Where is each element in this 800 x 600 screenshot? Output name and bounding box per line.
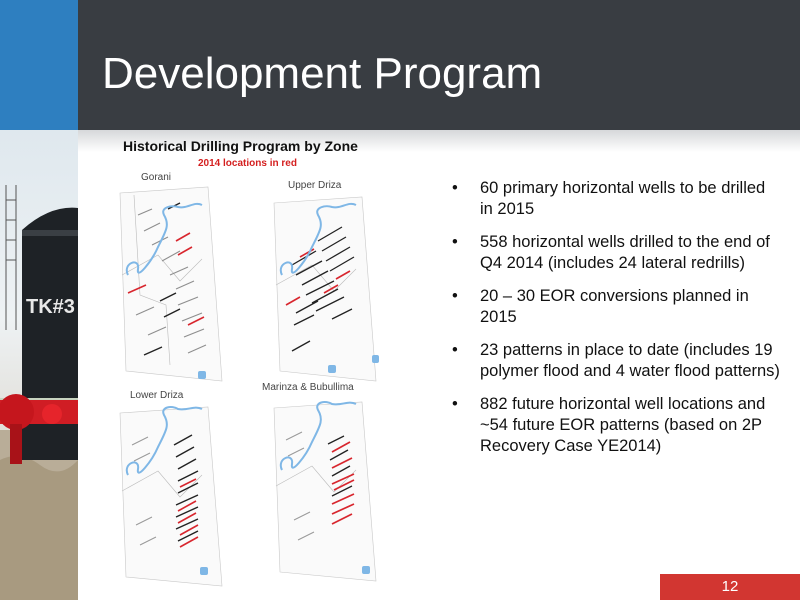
zone-map-marinza-bubullima [273,401,377,582]
bullet-item: • 558 horizontal wells drilled to the end… [452,232,782,274]
zone-map-gorani [119,186,223,382]
bullet-text: 23 patterns in place to date (includes 1… [480,341,780,380]
bullet-text: 882 future horizontal well locations and… [480,395,766,455]
bullet-item: • 60 primary horizontal wells to be drill… [452,178,782,220]
bullet-text: 558 horizontal wells drilled to the end … [480,233,770,272]
bullet-icon: • [452,179,458,197]
oil-tank-image: TK#3 [0,185,78,600]
zone-map-upper-driza [273,196,379,382]
zone-label-gorani: Gorani [141,172,172,183]
figure-title: Historical Drilling Program by Zone [123,138,358,154]
header-accent [0,0,78,130]
decorative-photo: TK#3 [0,130,78,600]
bullet-list: • 60 primary horizontal wells to be drill… [452,178,782,469]
header-bar [0,0,800,130]
bullet-icon: • [452,395,458,413]
bullet-item: • 23 patterns in place to date (includes … [452,340,782,382]
zone-label-marinza-bubullima: Marinza & Bubullima [262,382,354,393]
bullet-icon: • [452,233,458,251]
figure-subtitle: 2014 locations in red [198,158,297,169]
zone-label-lower-driza: Lower Driza [130,390,184,401]
slide-title: Development Program [102,49,543,98]
tank-label: TK#3 [26,296,75,318]
bullet-text: 60 primary horizontal wells to be drille… [480,179,766,218]
bullet-text: 20 – 30 EOR conversions planned in 2015 [480,287,749,326]
bullet-item: • 882 future horizontal well locations an… [452,394,782,457]
bullet-item: • 20 – 30 EOR conversions planned in 2015 [452,286,782,328]
header-shadow [78,130,800,152]
zone-label-upper-driza: Upper Driza [288,180,342,191]
zone-map-lower-driza [119,406,223,587]
bullet-icon: • [452,341,458,359]
page-number: 12 [660,574,800,600]
bullet-icon: • [452,287,458,305]
